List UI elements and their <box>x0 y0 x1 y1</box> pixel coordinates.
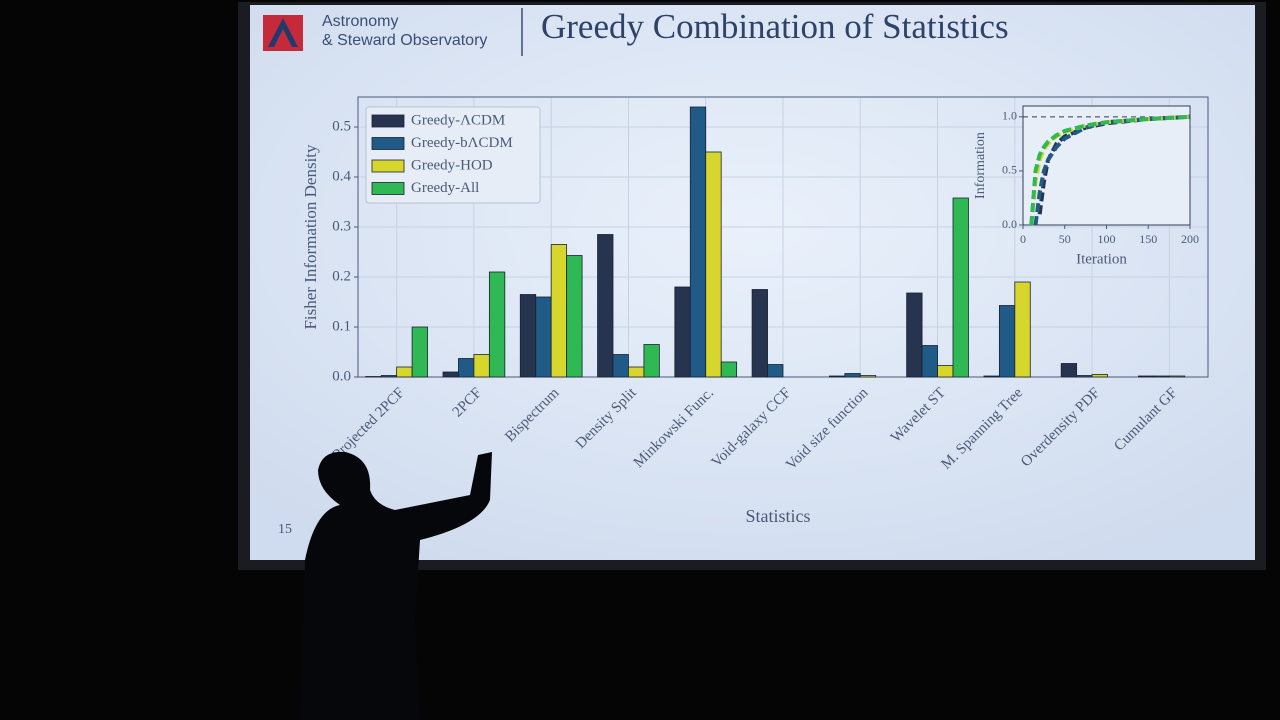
bar <box>844 373 861 378</box>
bar <box>859 375 877 378</box>
x-tick-label: 200 <box>1181 232 1199 246</box>
y-axis-label: Information <box>973 132 988 199</box>
inset-bg <box>1022 105 1191 226</box>
bar <box>628 366 645 378</box>
slide <box>250 5 1255 560</box>
bar <box>1076 375 1093 378</box>
legend-label: Greedy-bΛCDM <box>411 135 513 151</box>
legend-label: Greedy-All <box>411 180 479 196</box>
bar <box>751 289 768 378</box>
org-line: & Steward Observatory <box>322 32 487 49</box>
x-tick-label: 100 <box>1098 232 1116 246</box>
bar <box>643 344 660 378</box>
line <box>1029 114 1191 226</box>
bar <box>411 326 428 378</box>
presenter <box>300 451 492 720</box>
legend-swatch <box>371 182 405 195</box>
legend-swatch <box>371 137 405 150</box>
x-tick-label: 50 <box>1059 232 1071 246</box>
bar <box>689 106 707 378</box>
bar <box>365 376 382 378</box>
page-number: 15 <box>278 522 292 537</box>
bar <box>828 375 846 378</box>
y-tick-label: 0.4 <box>332 168 351 184</box>
x-axis-label: Iteration <box>1076 251 1127 267</box>
bar <box>1091 374 1108 378</box>
y-tick-label: 0.0 <box>1002 217 1017 231</box>
y-tick-label: 0.3 <box>332 218 351 234</box>
x-tick-label: 0 <box>1020 232 1026 246</box>
bar <box>612 354 629 378</box>
org-line: Astronomy <box>322 13 398 30</box>
bar <box>952 197 969 378</box>
bar <box>767 364 784 378</box>
y-tick-label: 0.5 <box>332 118 351 134</box>
slide-title: Greedy Combination of Statistics <box>541 7 1009 46</box>
bar <box>674 286 691 378</box>
bar <box>720 361 738 378</box>
bar <box>937 365 954 378</box>
bar <box>1014 281 1031 378</box>
logo <box>263 15 303 51</box>
bar <box>519 294 537 378</box>
bar <box>380 375 398 378</box>
legend-label: Greedy-HOD <box>411 157 493 173</box>
bar <box>983 375 1000 378</box>
bar <box>566 255 583 378</box>
legend-label: Greedy-ΛCDM <box>411 112 505 128</box>
bar <box>550 244 568 378</box>
bar <box>906 292 923 378</box>
legend-box <box>365 106 541 204</box>
bar <box>1168 375 1186 378</box>
bar <box>473 354 490 378</box>
bar <box>442 371 459 378</box>
bar <box>597 234 614 378</box>
bar <box>1153 375 1170 378</box>
logo-a <box>268 18 298 47</box>
bar <box>921 345 938 378</box>
y-tick-label: 0.5 <box>1002 163 1017 177</box>
y-tick-label: 0.0 <box>332 368 351 384</box>
y-tick-label: 1.0 <box>1002 109 1017 123</box>
y-tick-label: 0.2 <box>332 268 351 284</box>
bar <box>488 271 506 378</box>
bar <box>396 366 413 378</box>
bar <box>705 151 722 378</box>
bar <box>1138 375 1155 378</box>
bar <box>535 296 552 378</box>
bar <box>998 305 1016 378</box>
y-axis-label: Fisher Information Density <box>301 144 320 330</box>
bar <box>458 358 475 378</box>
y-tick-label: 0.1 <box>332 318 351 334</box>
x-axis-label: Statistics <box>745 506 810 526</box>
x-tick-label: 150 <box>1139 232 1157 246</box>
legend-swatch <box>371 114 405 128</box>
legend-swatch <box>371 159 405 173</box>
bar <box>1060 363 1078 378</box>
